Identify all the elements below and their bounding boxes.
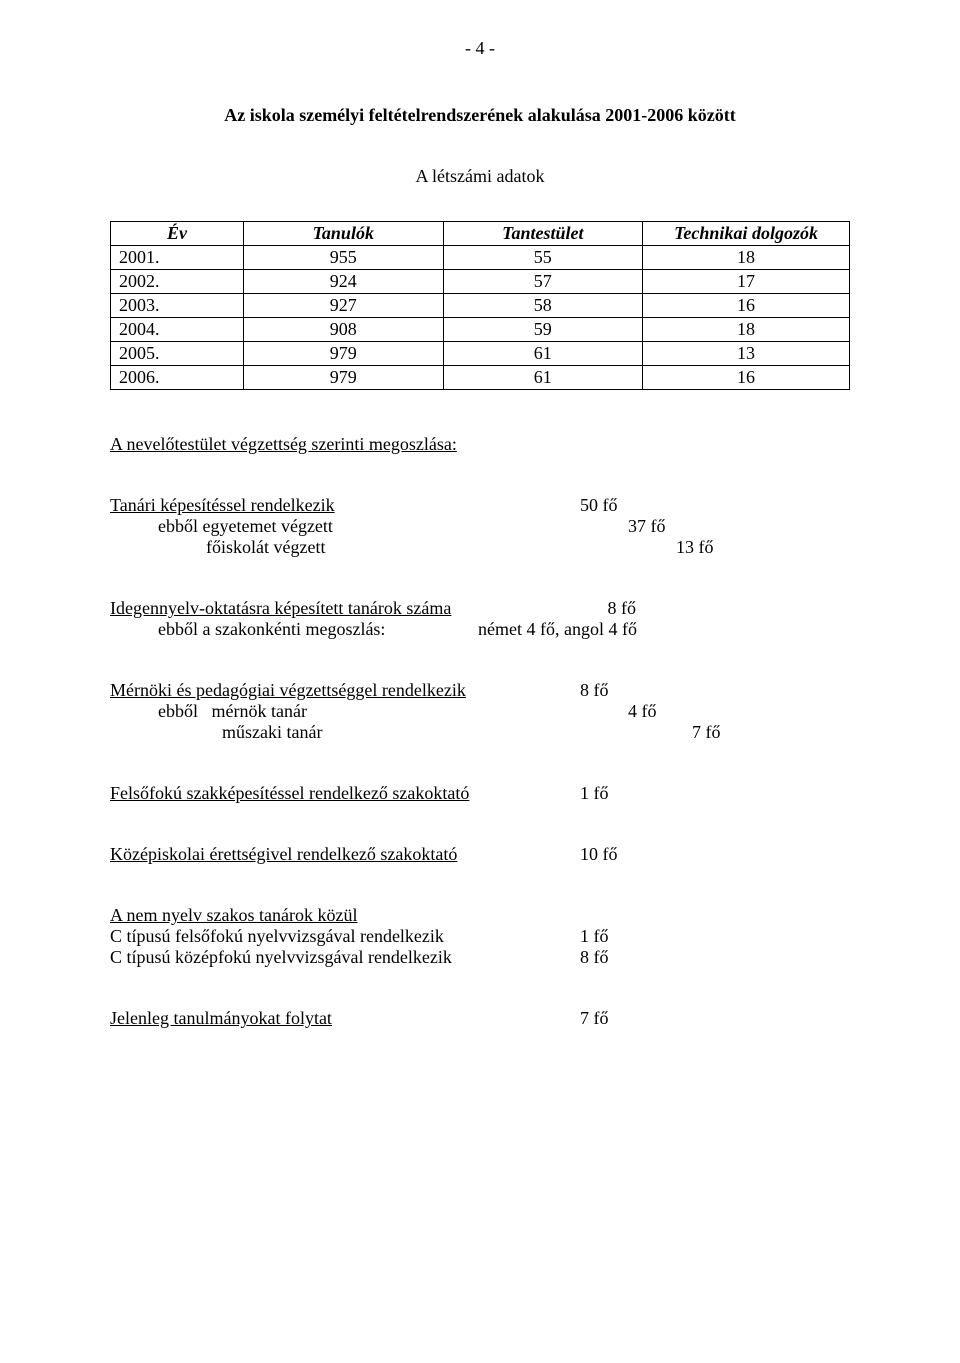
row-label: Középiskolai érettségivel rendelkező sza… [110,844,580,865]
document-title: Az iskola személyi feltételrendszerének … [110,105,850,126]
row-label: főiskolát végzett [110,537,676,558]
table-cell: 2005. [111,342,244,366]
table-cell: 16 [643,294,850,318]
table-cell: 927 [244,294,444,318]
row-value: 8 fő [580,947,740,968]
row-label: Tanári képesítéssel rendelkezik [110,495,580,516]
table-cell: 18 [643,246,850,270]
table-header: Technikai dolgozók [643,222,850,246]
row-value: 8 fő [580,598,636,619]
row-value: 8 fő [580,680,740,701]
row-value: 50 fő [580,495,740,516]
row-value: 10 fő [580,844,740,865]
table-row: 2005.9796113 [111,342,850,366]
secondary-instructor-block: Középiskolai érettségivel rendelkező sza… [110,844,850,865]
row-label: C típusú felsőfokú nyelvvizsgával rendel… [110,926,580,947]
row-label: műszaki tanár [110,722,692,743]
table-cell: 924 [244,270,444,294]
row-value: 7 fő [692,722,852,743]
non-language-teachers-block: A nem nyelv szakos tanárok közül C típus… [110,905,850,968]
table-header: Tanulók [244,222,444,246]
row-label: C típusú középfokú nyelvvizsgával rendel… [110,947,580,968]
document-subtitle: A létszámi adatok [110,166,850,187]
table-row: 2001.9555518 [111,246,850,270]
row-label: Mérnöki és pedagógiai végzettséggel rend… [110,680,580,701]
row-value: 13 fő [676,537,836,558]
table-cell: 2004. [111,318,244,342]
current-studies-block: Jelenleg tanulmányokat folytat 7 fő [110,1008,850,1029]
row-label: ebből egyetemet végzett [110,516,628,537]
row-label: Felsőfokú szakképesítéssel rendelkező sz… [110,783,580,804]
row-value: 1 fő [580,783,740,804]
table-cell: 2003. [111,294,244,318]
table-cell: 61 [443,366,643,390]
data-table: ÉvTanulókTantestületTechnikai dolgozók 2… [110,221,850,390]
table-row: 2006.9796116 [111,366,850,390]
row-value: német 4 fő, angol 4 fő [478,619,637,640]
table-row: 2004.9085918 [111,318,850,342]
table-cell: 59 [443,318,643,342]
language-teachers-block: Idegennyelv-oktatásra képesített tanárok… [110,598,850,640]
row-label: Jelenleg tanulmányokat folytat [110,1008,580,1029]
table-cell: 17 [643,270,850,294]
table-cell: 2001. [111,246,244,270]
engineer-teachers-block: Mérnöki és pedagógiai végzettséggel rend… [110,680,850,743]
table-header: Év [111,222,244,246]
table-cell: 57 [443,270,643,294]
teacher-qualification-block: Tanári képesítéssel rendelkezik 50 fő eb… [110,495,850,558]
row-label: A nem nyelv szakos tanárok közül [110,905,357,926]
row-value: 37 fő [628,516,788,537]
table-cell: 55 [443,246,643,270]
table-cell: 16 [643,366,850,390]
row-value: 4 fő [628,701,788,722]
table-cell: 13 [643,342,850,366]
table-cell: 908 [244,318,444,342]
vocational-instructor-block: Felsőfokú szakképesítéssel rendelkező sz… [110,783,850,804]
table-cell: 2002. [111,270,244,294]
table-cell: 979 [244,342,444,366]
section-heading: A nevelőtestület végzettség szerinti meg… [110,434,457,454]
table-cell: 2006. [111,366,244,390]
row-value: 7 fő [580,1008,740,1029]
row-value: 1 fő [580,926,740,947]
table-cell: 61 [443,342,643,366]
table-header: Tantestület [443,222,643,246]
page-number: - 4 - [110,38,850,59]
row-label: ebből a szakonkénti megoszlás: [110,619,478,640]
row-label: ebből mérnök tanár [110,701,628,722]
table-cell: 979 [244,366,444,390]
table-cell: 955 [244,246,444,270]
table-cell: 58 [443,294,643,318]
table-row: 2002.9245717 [111,270,850,294]
table-cell: 18 [643,318,850,342]
row-label: Idegennyelv-oktatásra képesített tanárok… [110,598,580,619]
table-row: 2003.9275816 [111,294,850,318]
